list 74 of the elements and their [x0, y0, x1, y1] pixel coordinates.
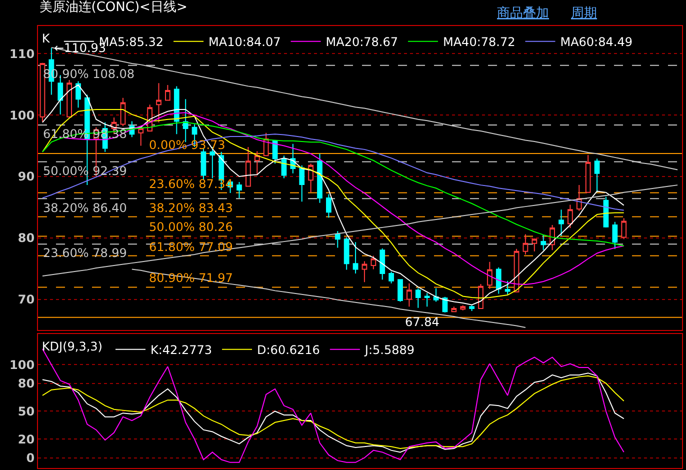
candlestick: [496, 266, 502, 294]
candlestick: [120, 97, 126, 127]
candlestick: [568, 204, 573, 229]
candlestick: [317, 153, 322, 204]
candlestick: [254, 150, 260, 176]
candlestick: [487, 261, 492, 290]
legend-label: K:42.2773: [150, 343, 212, 358]
ref-line-label: 38.20% 83.43: [149, 201, 233, 215]
candlestick: [40, 62, 46, 122]
ref-line-label: 38.20% 86.40: [43, 201, 127, 215]
legend-title: K: [42, 31, 51, 46]
candlestick: [138, 126, 144, 146]
y-tick-label: 100: [10, 358, 35, 372]
legend-label: MA20:78.67: [326, 35, 398, 50]
ref-line-label: 80.90% 71.97: [149, 271, 233, 285]
candlestick: [370, 255, 376, 270]
candlestick: [165, 84, 170, 101]
ref-line-label: 61.80% 77.09: [149, 240, 233, 254]
legend-label: J:5.5889: [364, 343, 415, 358]
candlestick: [469, 304, 474, 312]
y-tick-label: 20: [18, 432, 35, 446]
line-series: [131, 268, 526, 328]
candlestick: [522, 234, 528, 255]
candlestick: [344, 236, 350, 270]
candlestick: [460, 304, 466, 311]
candlestick: [621, 218, 627, 240]
candlestick: [558, 209, 564, 237]
candlestick: [504, 280, 510, 295]
y-tick-label: 110: [10, 46, 35, 61]
candlestick: [612, 221, 618, 250]
candlestick: [263, 132, 269, 156]
candlestick: [585, 154, 591, 193]
candlestick: [299, 164, 305, 202]
candlestick: [200, 148, 206, 181]
legend-title: KDJ(9,3,3): [42, 339, 102, 354]
y-tick-label: 70: [18, 292, 35, 306]
candlestick: [451, 306, 457, 312]
candlestick: [380, 248, 386, 280]
candlestick: [246, 146, 251, 187]
chart-title: 美原油连(CONC)<日线>: [39, 0, 188, 16]
y-tick-label: 0: [26, 450, 35, 465]
candlestick: [406, 282, 412, 308]
y-tick-label: 100: [10, 108, 35, 122]
text: 商品叠加: [497, 6, 549, 21]
y-tick-label: 50: [18, 404, 35, 418]
candlestick: [308, 163, 314, 193]
y-tick-label: 80: [18, 231, 35, 246]
candlestick: [66, 80, 72, 118]
candlestick: [326, 194, 332, 218]
candlestick: [236, 181, 242, 198]
candlestick: [174, 86, 180, 135]
y-tick-label: 90: [18, 170, 35, 184]
candlestick: [478, 283, 484, 310]
candlestick: [540, 234, 546, 251]
legend-label: MA10:84.07: [208, 35, 281, 50]
candlestick: [388, 271, 394, 284]
legend-label: MA40:78.72: [442, 35, 516, 50]
candlestick: [398, 279, 403, 302]
candlestick: [415, 288, 421, 308]
legend-label: MA60:84.49: [560, 35, 632, 50]
text: 周期: [571, 6, 597, 21]
candlestick: [594, 158, 600, 193]
candlestick: [362, 260, 368, 283]
candlestick: [424, 292, 430, 308]
annotation: 67.84: [405, 315, 440, 329]
legend-label: D:60.6216: [257, 343, 320, 358]
y-tick-label: 80: [18, 376, 35, 391]
candlestick: [532, 238, 538, 252]
ref-line-label: 23.60% 78.99: [43, 246, 127, 260]
ref-line-label: 50.00% 80.26: [149, 220, 233, 234]
candlestick: [76, 80, 81, 108]
candlestick: [334, 230, 340, 248]
candlestick: [156, 82, 162, 123]
candlestick: [352, 242, 358, 274]
